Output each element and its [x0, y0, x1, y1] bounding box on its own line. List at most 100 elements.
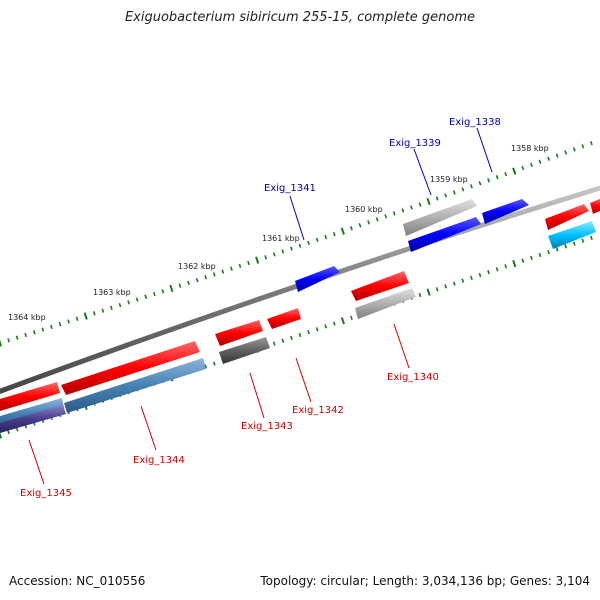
scale-tick [375, 217, 379, 222]
scale-tick [298, 243, 302, 248]
gene-exig-1344-partner[interactable] [64, 358, 206, 413]
scale-tick [195, 277, 199, 283]
accession-text: Accession: NC_010556 [9, 574, 146, 588]
callouts-reverse [28, 323, 410, 485]
scale-tick [221, 269, 225, 274]
gene-exig-1345-partner-2[interactable] [0, 405, 66, 433]
scale-tick [564, 150, 568, 155]
scale-tick [418, 292, 422, 298]
scale-tick [83, 312, 88, 320]
gene-right-edge-red-2[interactable] [590, 198, 600, 214]
scale-tick [144, 294, 148, 299]
scale-tick [435, 287, 439, 292]
gene-exig-1342[interactable] [267, 308, 301, 329]
scale-tick [332, 231, 336, 237]
gene-exig-1345[interactable] [0, 382, 60, 411]
scale-tick [538, 252, 542, 258]
genome-summary-text: Topology: circular; Length: 3,034,136 bp… [260, 574, 590, 588]
scale-tick [0, 431, 3, 439]
scale-tick [255, 256, 260, 264]
scale-tick [418, 202, 422, 207]
scale-tick [340, 317, 345, 325]
scale-tick [538, 159, 542, 164]
scale-tick [512, 259, 517, 268]
scale-tick [7, 429, 10, 435]
scale-tick [324, 234, 328, 240]
scale-tick [401, 208, 405, 213]
gene-right-edge-cyan[interactable] [548, 221, 596, 249]
gene-right-edge-red[interactable] [545, 204, 589, 230]
gene-exig-1340-partner[interactable] [355, 288, 416, 319]
scale-tick [547, 249, 550, 255]
scale-tick [504, 172, 508, 177]
scale-tick [392, 211, 396, 216]
scale-tick [32, 330, 36, 335]
scale-tick [332, 321, 336, 326]
scale-tick [452, 281, 456, 286]
scale-label-1360: 1360 kbp [345, 205, 383, 214]
scale-tick [290, 246, 293, 251]
scale-tick [340, 227, 345, 235]
scale-tick [572, 241, 576, 246]
scale-tick [470, 275, 473, 281]
label-exig-1340[interactable]: Exig_1340 [387, 372, 439, 383]
scale-tick [127, 300, 130, 305]
scale-tick [495, 175, 499, 180]
scale-label-1363: 1363 kbp [93, 288, 131, 297]
label-exig-1341[interactable]: Exig_1341 [264, 183, 316, 194]
scale-tick [50, 324, 53, 330]
scale-label-1364: 1364 kbp [8, 313, 46, 322]
gene-exig-1341[interactable] [295, 266, 340, 292]
scale-tick [169, 284, 174, 293]
label-exig-1339[interactable]: Exig_1339 [389, 138, 441, 149]
scale-tick [315, 237, 319, 243]
scale-tick [426, 288, 431, 296]
scale-tick [204, 364, 208, 369]
gene-exig-1343-partner[interactable] [219, 337, 270, 364]
scale-tick [410, 205, 413, 210]
scale-tick [444, 193, 448, 198]
scale-tick [564, 244, 568, 249]
scale-tick [264, 255, 268, 260]
scale-tick [178, 283, 182, 288]
scale-tick [75, 316, 79, 321]
gene-exig-1339-partner[interactable] [403, 199, 477, 236]
scale-tick [487, 269, 490, 275]
scale-label-1362: 1362 kbp [178, 262, 216, 271]
scale-tick [478, 272, 482, 278]
scale-tick [590, 235, 593, 241]
scale-tick [530, 255, 533, 261]
scale-tick [101, 308, 105, 313]
gene-exig-1344[interactable] [61, 341, 200, 395]
scale-tick [58, 322, 62, 327]
label-exig-1344[interactable]: Exig_1344 [133, 455, 185, 466]
scale-tick [487, 178, 490, 183]
scale-tick [281, 249, 285, 254]
gene-exig-1339[interactable] [408, 217, 481, 252]
scale-tick [435, 196, 439, 201]
scale-tick [581, 144, 585, 149]
label-exig-1338[interactable]: Exig_1338 [449, 117, 501, 128]
scale-label-1361: 1361 kbp [262, 234, 300, 243]
label-exig-1343[interactable]: Exig_1343 [241, 421, 293, 432]
scale-tick [307, 329, 310, 335]
scale-tick [187, 280, 190, 286]
scale-tick [281, 338, 285, 343]
scale-tick [581, 238, 585, 243]
scale-tick [350, 226, 353, 231]
scale-label-1359: 1359 kbp [430, 175, 468, 184]
scale-tick [152, 291, 156, 297]
scale-tick [15, 335, 19, 340]
scale-tick [272, 341, 276, 346]
scale-tick [7, 338, 10, 343]
label-exig-1342[interactable]: Exig_1342 [292, 405, 344, 416]
scale-tick [67, 319, 70, 324]
label-exig-1345[interactable]: Exig_1345 [20, 488, 72, 499]
scale-tick [478, 181, 482, 186]
gene-exig-1343[interactable] [215, 320, 263, 346]
gene-exig-1340[interactable] [351, 271, 409, 301]
scale-tick [290, 335, 293, 341]
gene-exig-1338[interactable] [482, 199, 529, 224]
scale-tick [426, 197, 431, 206]
